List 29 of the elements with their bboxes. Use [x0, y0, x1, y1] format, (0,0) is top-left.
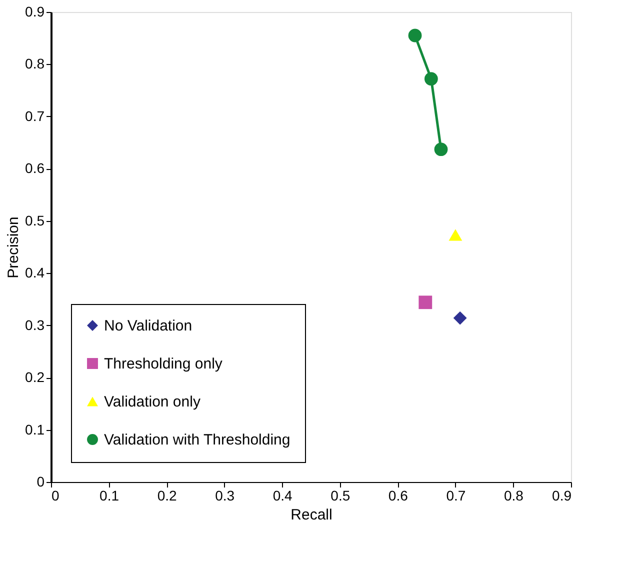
legend-label: Validation with Thresholding: [104, 432, 290, 448]
y-tick-label: 0.5: [25, 212, 45, 228]
x-tick-label: 0.1: [100, 488, 120, 504]
x-tick-label: 0.2: [157, 488, 177, 504]
x-tick-label: 0.3: [215, 488, 235, 504]
x-tick-label: 0.4: [272, 488, 293, 504]
legend-label: No Validation: [104, 318, 192, 334]
y-tick-label: 0.1: [25, 421, 45, 438]
point: [448, 229, 462, 241]
x-tick-label: 0.9: [552, 488, 572, 504]
legend-label: Validation only: [104, 394, 201, 410]
x-tick-label: 0.6: [388, 488, 408, 504]
x-tick-label: 0.5: [330, 488, 350, 504]
legend-label: Thresholding only: [104, 356, 223, 372]
y-tick-label: 0.8: [25, 56, 45, 72]
y-tick-label: 0.3: [25, 316, 45, 333]
y-tick-label: 0.9: [25, 4, 45, 20]
point: [453, 311, 467, 325]
y-tick-label: 0.7: [25, 108, 45, 124]
y-tick-label: 0.6: [25, 160, 45, 176]
y-tick-label: 0.2: [25, 369, 45, 386]
x-tick-label: 0.8: [504, 488, 524, 504]
x-axis-title: Recall: [290, 506, 332, 524]
x-tick-label: 0: [52, 488, 60, 504]
y-axis-title: Precision: [5, 216, 22, 278]
y-tick-label: 0.4: [25, 264, 45, 281]
x-tick-label: 0.7: [446, 488, 466, 504]
y-tick-label: 0: [36, 474, 45, 490]
point: [418, 296, 432, 310]
